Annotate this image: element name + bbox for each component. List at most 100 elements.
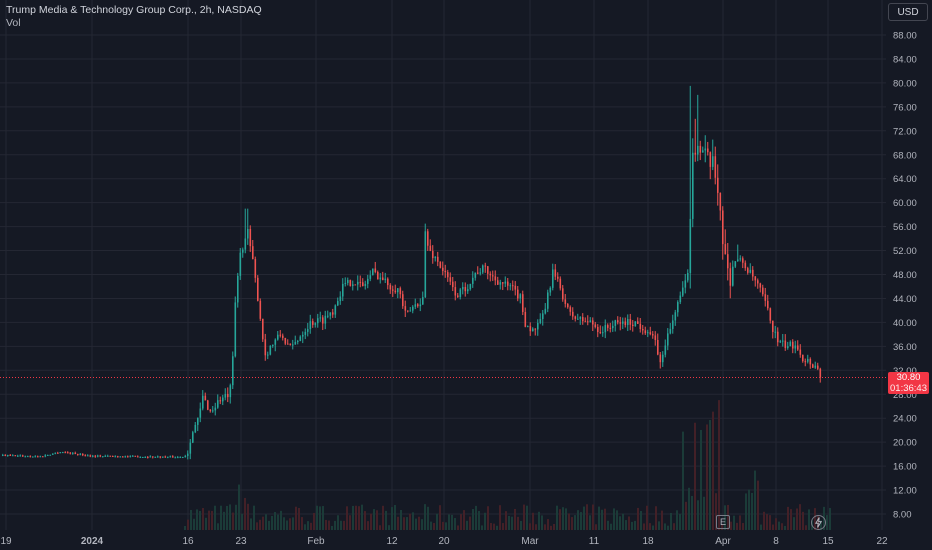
candle-body: [364, 283, 367, 287]
candle-body: [232, 356, 234, 386]
lightning-icon[interactable]: [811, 515, 826, 530]
candle-body: [614, 320, 617, 326]
candle-body: [27, 456, 29, 458]
volume-bar: [394, 505, 396, 530]
volume-bar: [766, 514, 768, 530]
candle-body: [264, 339, 267, 356]
candle-body: [769, 308, 772, 321]
candle-body: [362, 282, 364, 287]
candle-body: [442, 267, 444, 271]
volume-bar: [520, 520, 522, 530]
candle-body: [767, 300, 769, 309]
candle-body: [152, 456, 154, 458]
currency-button[interactable]: USD: [888, 3, 928, 21]
candle-body: [369, 275, 372, 279]
candle-body: [669, 328, 672, 334]
volume-bar: [679, 513, 681, 530]
candle-body: [379, 277, 382, 280]
candle-body: [739, 258, 742, 260]
volume-bar: [193, 518, 195, 530]
candle-body: [642, 328, 644, 331]
e-square-icon[interactable]: E: [716, 515, 730, 529]
volume-bar: [625, 520, 627, 530]
y-tick-label: 36.00: [893, 342, 917, 353]
candle-body: [637, 321, 639, 324]
candle-body: [419, 304, 422, 307]
candle-body: [752, 269, 754, 277]
candle-body: [422, 297, 424, 305]
candle-body: [177, 457, 179, 459]
volume-bar: [586, 504, 588, 530]
candle-body: [459, 289, 462, 298]
candle-body: [559, 278, 562, 289]
volume-bar: [778, 521, 780, 530]
candle-body: [749, 269, 752, 273]
candle-body: [137, 456, 139, 458]
volume-bar: [364, 511, 366, 530]
candle-body: [342, 283, 344, 297]
candle-body: [499, 282, 502, 285]
y-tick-label: 48.00: [893, 270, 917, 281]
candle-body: [507, 281, 509, 286]
candle-body: [624, 321, 627, 325]
volume-bar: [367, 521, 369, 530]
volume-bar: [220, 505, 222, 530]
candle-body: [339, 296, 342, 302]
volume-bar: [631, 521, 633, 530]
candle-body: [77, 454, 79, 456]
volume-bar: [481, 525, 483, 530]
volume-bar: [760, 524, 762, 530]
candle-body: [619, 322, 622, 324]
candle-body: [252, 246, 254, 260]
volume-bar: [292, 517, 294, 530]
volume-bar: [757, 480, 759, 530]
volume-bar: [202, 508, 204, 530]
volume-bar: [307, 521, 309, 530]
volume-bar: [526, 505, 528, 530]
volume-bar: [556, 505, 558, 530]
candle-body: [179, 457, 182, 459]
candle-body: [607, 325, 609, 328]
x-tick-label: 19: [0, 536, 12, 547]
candle-body: [127, 456, 129, 458]
volume-bar: [436, 513, 438, 530]
candle-body: [482, 265, 484, 273]
candle-body: [354, 284, 357, 286]
candle-body: [779, 341, 782, 343]
candle-body: [54, 452, 57, 454]
volume-label[interactable]: Vol: [6, 17, 21, 29]
candle-body: [384, 278, 387, 281]
volume-bar: [334, 520, 336, 530]
candle-body: [744, 262, 747, 269]
volume-bar: [397, 516, 399, 530]
x-tick-label: 11: [589, 536, 600, 547]
candle-body: [157, 456, 159, 458]
candle-body: [12, 455, 14, 457]
volume-bar: [331, 525, 333, 530]
candle-body: [417, 304, 419, 307]
candle-body: [622, 321, 624, 324]
volume-bar: [361, 504, 363, 530]
volume-bar: [184, 525, 186, 530]
volume-bar: [427, 506, 429, 530]
candle-body: [327, 315, 329, 317]
volume-bar: [478, 511, 480, 530]
candle-body: [609, 327, 612, 329]
volume-bar: [265, 514, 267, 530]
candle-body: [234, 302, 237, 357]
candle-body: [324, 315, 327, 324]
candle-body: [489, 273, 492, 276]
volume-bar: [376, 510, 378, 530]
candle-body: [62, 452, 64, 454]
x-tick-label: Feb: [307, 536, 325, 547]
symbol-title[interactable]: Trump Media & Technology Group Corp., 2h…: [6, 4, 262, 16]
candle-body: [359, 281, 362, 283]
volume-bar: [589, 515, 591, 530]
volume-bar: [235, 504, 237, 530]
candle-body: [67, 452, 69, 454]
candle-body: [662, 354, 664, 363]
candle-body: [287, 343, 289, 345]
candle-body: [677, 302, 679, 313]
candle-body: [149, 456, 152, 458]
